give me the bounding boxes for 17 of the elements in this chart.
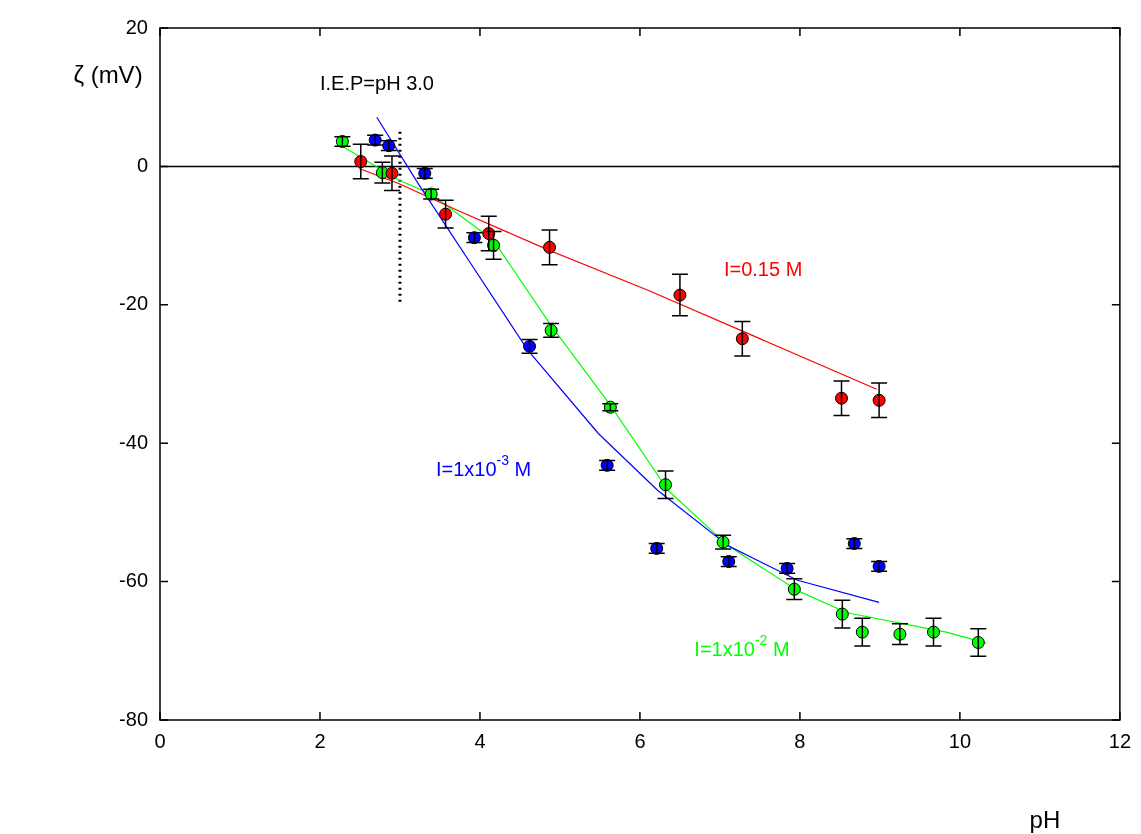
y-tick-label: -80 (119, 707, 148, 730)
y-tick-label: -40 (119, 430, 148, 453)
y-axis-title: ζ (mV) (73, 61, 143, 88)
annotation: I.E.P=pH 3.0 (320, 72, 434, 94)
y-tick-label: 0 (136, 153, 148, 176)
y-tick-label: -20 (119, 292, 148, 315)
x-tick-label: 10 (948, 729, 972, 752)
x-tick-label: 12 (1108, 729, 1131, 752)
x-tick-label: 2 (314, 729, 326, 752)
x-tick-label: 4 (474, 729, 486, 752)
x-tick-label: 0 (154, 729, 166, 752)
x-tick-label: 8 (794, 729, 806, 752)
y-tick-label: 20 (125, 15, 148, 38)
x-axis-title: pH (1029, 806, 1061, 833)
y-tick-label: -60 (119, 569, 148, 592)
x-tick-label: 6 (634, 729, 646, 752)
text: I=0.15 M (723, 257, 803, 280)
